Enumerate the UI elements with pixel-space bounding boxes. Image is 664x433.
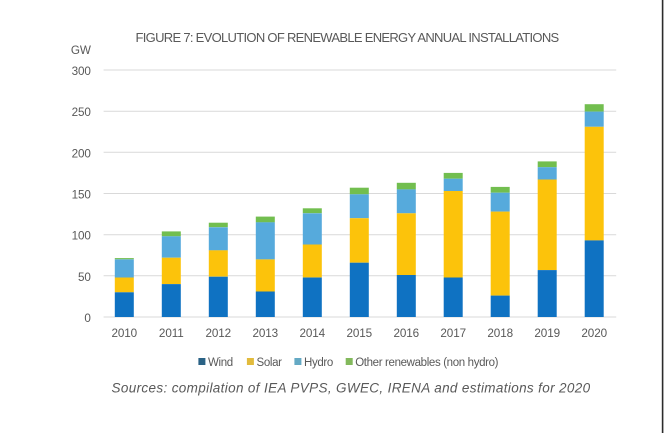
- svg-text:2018: 2018: [487, 327, 513, 340]
- svg-text:200: 200: [72, 147, 92, 160]
- svg-text:2019: 2019: [534, 327, 560, 340]
- svg-text:Hydro: Hydro: [304, 357, 333, 369]
- svg-text:2020: 2020: [581, 327, 607, 340]
- svg-text:Wind: Wind: [208, 357, 233, 369]
- svg-text:2013: 2013: [252, 327, 278, 340]
- svg-text:2016: 2016: [393, 327, 419, 340]
- svg-text:50: 50: [78, 271, 91, 284]
- svg-text:0: 0: [84, 312, 91, 325]
- svg-text:2015: 2015: [346, 327, 372, 340]
- svg-text:300: 300: [72, 65, 92, 78]
- svg-text:2017: 2017: [440, 327, 466, 340]
- svg-text:250: 250: [72, 106, 92, 119]
- svg-text:Other renewables (non hydro): Other renewables (non hydro): [355, 357, 498, 369]
- svg-text:2012: 2012: [205, 327, 231, 340]
- svg-text:Sources: compilation of IEA PV: Sources: compilation of IEA PVPS, GWEC, …: [112, 381, 591, 396]
- svg-text:100: 100: [72, 230, 92, 243]
- svg-text:2011: 2011: [159, 327, 184, 340]
- svg-text:GW: GW: [71, 44, 91, 57]
- svg-text:2010: 2010: [111, 327, 137, 340]
- svg-text:2014: 2014: [299, 327, 325, 340]
- svg-text:FIGURE 7: EVOLUTION OF RENEWAB: FIGURE 7: EVOLUTION OF RENEWABLE ENERGY …: [136, 30, 560, 45]
- svg-text:Solar: Solar: [257, 357, 283, 369]
- svg-text:150: 150: [72, 189, 92, 202]
